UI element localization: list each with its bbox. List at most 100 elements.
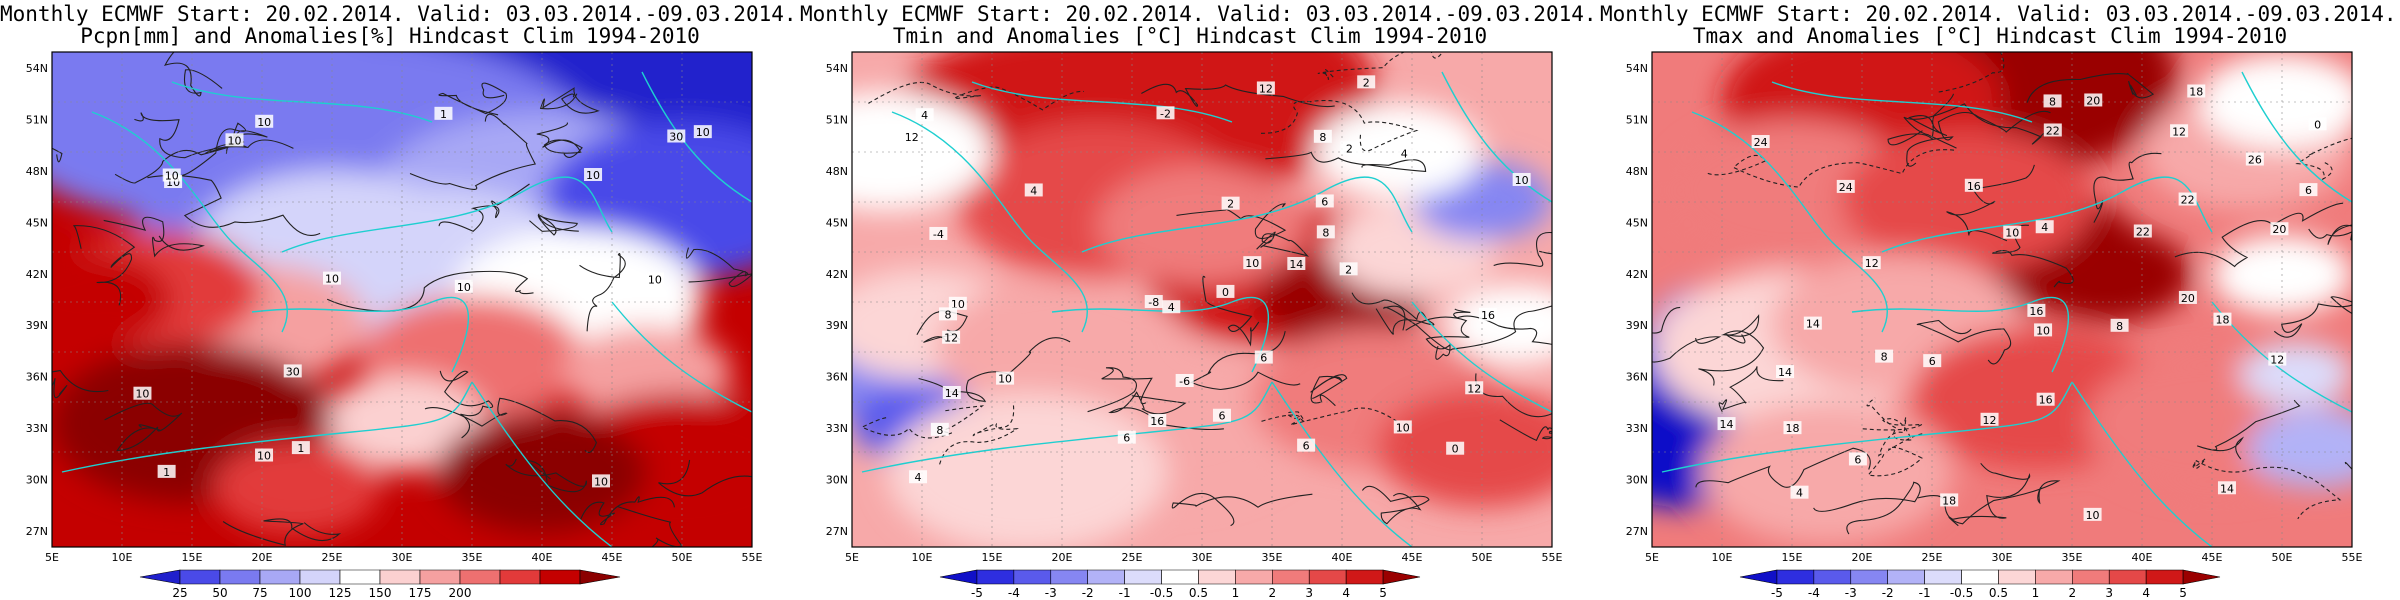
svg-text:22: 22 — [2136, 225, 2150, 238]
svg-text:8: 8 — [1881, 351, 1888, 364]
latitude-label: 33N — [826, 422, 848, 435]
svg-text:10: 10 — [2036, 324, 2050, 337]
svg-text:10: 10 — [1515, 174, 1529, 187]
panel-title-line2: Pcpn[mm] and Anomalies[%] Hindcast Clim … — [80, 24, 700, 48]
colorbar-swatch — [379, 569, 421, 585]
contour-line — [73, 225, 136, 306]
contour-label: 24 — [1751, 135, 1770, 149]
colorbar-swatch — [1272, 569, 1310, 585]
longitude-label: 10E — [912, 551, 933, 564]
longitude-label: 25E — [1122, 551, 1143, 564]
svg-text:10: 10 — [325, 273, 339, 286]
svg-text:24: 24 — [1839, 181, 1853, 194]
contour-label: 10 — [454, 279, 473, 294]
svg-text:2: 2 — [1345, 263, 1352, 276]
colorbar-swatch — [139, 569, 181, 585]
svg-text:4: 4 — [915, 471, 922, 484]
svg-text:6: 6 — [1260, 352, 1267, 365]
latitude-label: 36N — [826, 371, 848, 384]
contour-line — [1260, 99, 1419, 152]
svg-text:10: 10 — [257, 116, 271, 129]
latitude-label: 45N — [826, 216, 848, 229]
contour-label: 6 — [1254, 350, 1273, 365]
svg-text:18: 18 — [1942, 494, 1956, 507]
contour-line — [1718, 366, 1784, 413]
contour-label: 12 — [1465, 381, 1484, 395]
contour-label: 10 — [2083, 507, 2102, 522]
longitude-label: 30E — [1192, 551, 1213, 564]
longitude-label: 10E — [1712, 551, 1733, 564]
svg-text:8: 8 — [936, 424, 943, 437]
contour-line — [103, 216, 205, 258]
colorbar-swatch — [1961, 569, 1999, 585]
contour-label: 10 — [2034, 323, 2053, 337]
svg-text:1: 1 — [163, 466, 170, 479]
latitude-label: 36N — [1626, 371, 1648, 384]
contour-label: 22 — [2178, 192, 2197, 207]
svg-text:14: 14 — [2220, 482, 2234, 495]
svg-text:12: 12 — [944, 332, 958, 345]
svg-text:8: 8 — [1322, 226, 1329, 239]
colorbar-swatch — [1739, 569, 1778, 585]
contour-label: 30 — [667, 129, 686, 143]
colorbar-tick-label: 150 — [369, 586, 392, 600]
latitude-label: 42N — [26, 268, 48, 281]
contour-label: 6 — [1923, 354, 1942, 368]
latitude-label: 39N — [1626, 319, 1648, 332]
colorbar-tick-label: 125 — [329, 586, 352, 600]
svg-text:0: 0 — [2314, 118, 2321, 131]
colorbar-swatch — [2145, 569, 2184, 585]
svg-text:12: 12 — [2172, 125, 2186, 138]
contour-label: 16 — [2036, 392, 2055, 407]
svg-text:1: 1 — [440, 108, 447, 121]
contour-label: 16 — [2027, 303, 2046, 318]
longitude-label: 15E — [982, 551, 1003, 564]
contour-label: 10 — [133, 386, 152, 401]
longitude-label: 40E — [1332, 551, 1353, 564]
longitude-label: 20E — [252, 551, 273, 564]
longitude-label: 50E — [1472, 551, 1493, 564]
contour-label: 8 — [939, 307, 958, 321]
colorbar-tick-label: 5 — [1379, 586, 1387, 600]
colorbar-tick-label: 2 — [1268, 586, 1276, 600]
svg-text:-2: -2 — [1160, 107, 1171, 120]
svg-text:10: 10 — [135, 388, 149, 401]
colorbar-swatch — [299, 569, 341, 585]
svg-text:30: 30 — [286, 365, 300, 378]
coastline — [91, 111, 289, 333]
latitude-label: 30N — [826, 474, 848, 487]
longitude-label: 45E — [602, 551, 623, 564]
contour-line — [1176, 203, 1287, 239]
panel-title-line1: Monthly ECMWF Start: 20.02.2014. Valid: … — [800, 2, 1597, 26]
longitude-label: 25E — [322, 551, 343, 564]
contour-label: 6 — [1297, 438, 1316, 453]
longitude-label: 15E — [182, 551, 203, 564]
panel-tmin: Monthly ECMWF Start: 20.02.2014. Valid: … — [800, 0, 1597, 600]
contour-line — [114, 141, 247, 184]
colorbar-swatch — [1887, 569, 1925, 585]
contour-label: 6 — [1848, 452, 1867, 466]
contour-label: 4 — [1162, 300, 1181, 314]
contour-label: 1 — [434, 106, 453, 121]
longitude-label: 10E — [112, 551, 133, 564]
contour-label: 10 — [162, 168, 181, 183]
latitude-label: 36N — [26, 371, 48, 384]
map-frame — [851, 51, 1553, 548]
coastline — [2071, 381, 2213, 547]
contour-label: 12 — [2170, 124, 2189, 138]
colorbar-tick-label: 1 — [1232, 586, 1240, 600]
latitude-label: 45N — [26, 216, 48, 229]
anomaly-shade — [213, 440, 381, 536]
contour-line — [1361, 485, 1430, 525]
coastline — [2241, 71, 2352, 203]
longitude-label: 20E — [1852, 551, 1873, 564]
coastline — [891, 111, 1089, 333]
contour-label: 10 — [2003, 225, 2022, 240]
contour-label: 12 — [1862, 256, 1881, 270]
contour-line — [1383, 305, 1552, 351]
latitude-label: 30N — [26, 474, 48, 487]
colorbar-tick-label: -3 — [1845, 586, 1857, 600]
contour-label: 6 — [1117, 430, 1136, 445]
svg-text:14: 14 — [945, 387, 959, 400]
contour-label: 8 — [930, 422, 949, 437]
